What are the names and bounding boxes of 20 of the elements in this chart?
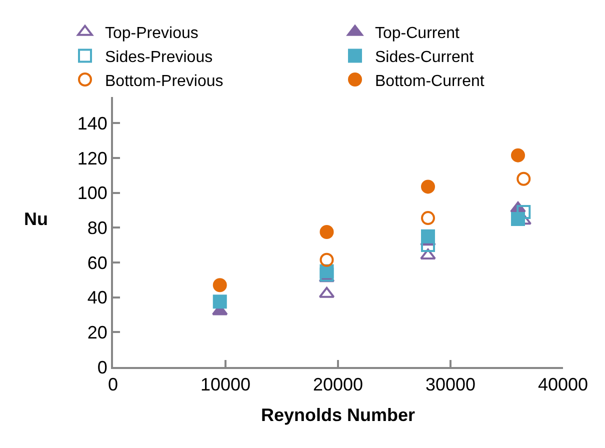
x-tick-label: 40000	[538, 374, 588, 395]
x-tick-label: 10000	[200, 374, 251, 395]
legend-label: Sides-Current	[375, 48, 474, 66]
legend-label: Sides-Previous	[105, 48, 213, 66]
y-tick-label: 140	[77, 113, 108, 134]
y-tick-label: 80	[87, 218, 108, 238]
legend-label: Top-Previous	[105, 25, 198, 42]
legend-label: Bottom-Previous	[105, 72, 224, 90]
y-tick-label: 0	[97, 357, 108, 378]
legend-label: Bottom-Current	[375, 72, 485, 90]
x-tick-label: 30000	[425, 374, 476, 395]
y-axis-title: Nu	[24, 209, 48, 229]
y-tick-label: 40	[87, 288, 108, 308]
y-tick-label: 20	[87, 322, 108, 342]
x-tick-label: 20000	[312, 374, 364, 395]
y-tick-label: 60	[87, 252, 108, 273]
y-tick-label: 100	[77, 183, 108, 204]
legend-label: Top-Current	[375, 25, 460, 42]
y-tick-label: 120	[77, 148, 108, 168]
x-axis-title: Reynolds Number	[260, 405, 416, 426]
